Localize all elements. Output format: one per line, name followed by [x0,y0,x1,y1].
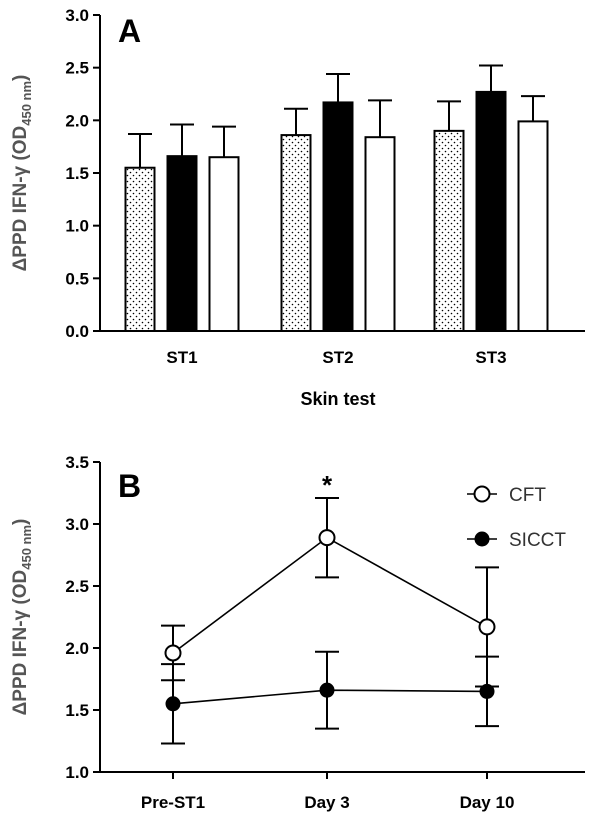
panel-a-category-label: ST2 [322,348,353,367]
panel-a-y-axis-label-main: ΔPPD IFN-γ (OD [10,126,31,272]
panel-b-y-axis-label-close: ) [10,519,31,525]
panel-a-y-tick-label: 1.5 [65,164,89,183]
panel-b-category-label: Day 3 [304,793,349,812]
legend-marker-cft [473,485,491,503]
panel-a-bar [475,90,507,333]
panel-b-y-tick-label: 1.0 [65,763,89,782]
panel-a-y-tick-label: 2.0 [65,111,89,130]
panel-b-point-cft [164,644,182,662]
panel-a-bar [322,101,354,332]
panel-a-bar [208,156,240,332]
panel-b-point-cft [478,618,496,636]
panel-a-bar [124,166,156,332]
panel-a-x-axis-label: Skin test [300,389,375,409]
panel-a-label: A [118,13,141,49]
panel-b-point-sicct [479,683,495,699]
panel-b-y-axis-label: ΔPPD IFN-γ (OD450 nm) [10,519,34,716]
panel-a-y-axis-label-subscript: 450 nm [19,81,34,126]
legend-label-sicct: SICCT [509,530,566,551]
panel-a-y-axis-label: ΔPPD IFN-γ (OD450 nm) [10,75,34,272]
panel-a-y-tick-label: 0.0 [65,322,89,341]
panel-a-category-label: ST3 [475,348,506,367]
panel-b-significance-marker: * [322,470,333,500]
panel-b-label: B [118,468,141,504]
panel-a-bar [433,129,465,332]
panel-b-point-cft [318,529,336,547]
panel-b-y-axis-label-main: ΔPPD IFN-γ (OD [10,570,31,716]
legend-label-cft: CFT [509,485,546,506]
panel-a-y-tick-label: 3.0 [65,6,89,25]
panel-a: 0.0 0.5 1.0 1.5 2.0 2.5 3.0 ST1 ST2 ST3 Skin test Δ… [10,6,585,409]
panel-b-point-sicct [319,682,335,698]
panel-a-y-axis-label-close: ) [10,75,31,81]
panel-a-category-label: ST1 [166,348,197,367]
panel-b-y-tick-label: 1.5 [65,701,89,720]
legend-marker-sicct [474,531,490,547]
panel-a-y-tick-label: 1.0 [65,217,89,236]
panel-b-category-label: Pre-ST1 [141,793,205,812]
panel-b-y-tick-label: 2.0 [65,639,89,658]
panel-a-bar [280,134,312,332]
panel-b-y-tick-label: 3.0 [65,515,89,534]
panel-b-category-label: Day 10 [460,793,515,812]
panel-a-y-tick-label: 0.5 [65,269,89,288]
panel-b-y-axis-label-subscript: 450 nm [19,525,34,570]
panel-a-bar [364,136,396,332]
panel-b: 1.0 1.5 2.0 2.5 3.0 3.5 Pre-ST1 Day 3 Day 10 * CFT… [10,453,585,812]
panel-b-series-line-cft [172,536,488,654]
panel-a-y-tick-label: 2.5 [65,59,89,78]
panel-a-bar [166,155,198,332]
panel-b-y-tick-label: 3.5 [65,453,89,472]
panel-a-bar [517,120,549,332]
panel-b-point-sicct [165,696,181,712]
panel-b-y-tick-label: 2.5 [65,577,89,596]
